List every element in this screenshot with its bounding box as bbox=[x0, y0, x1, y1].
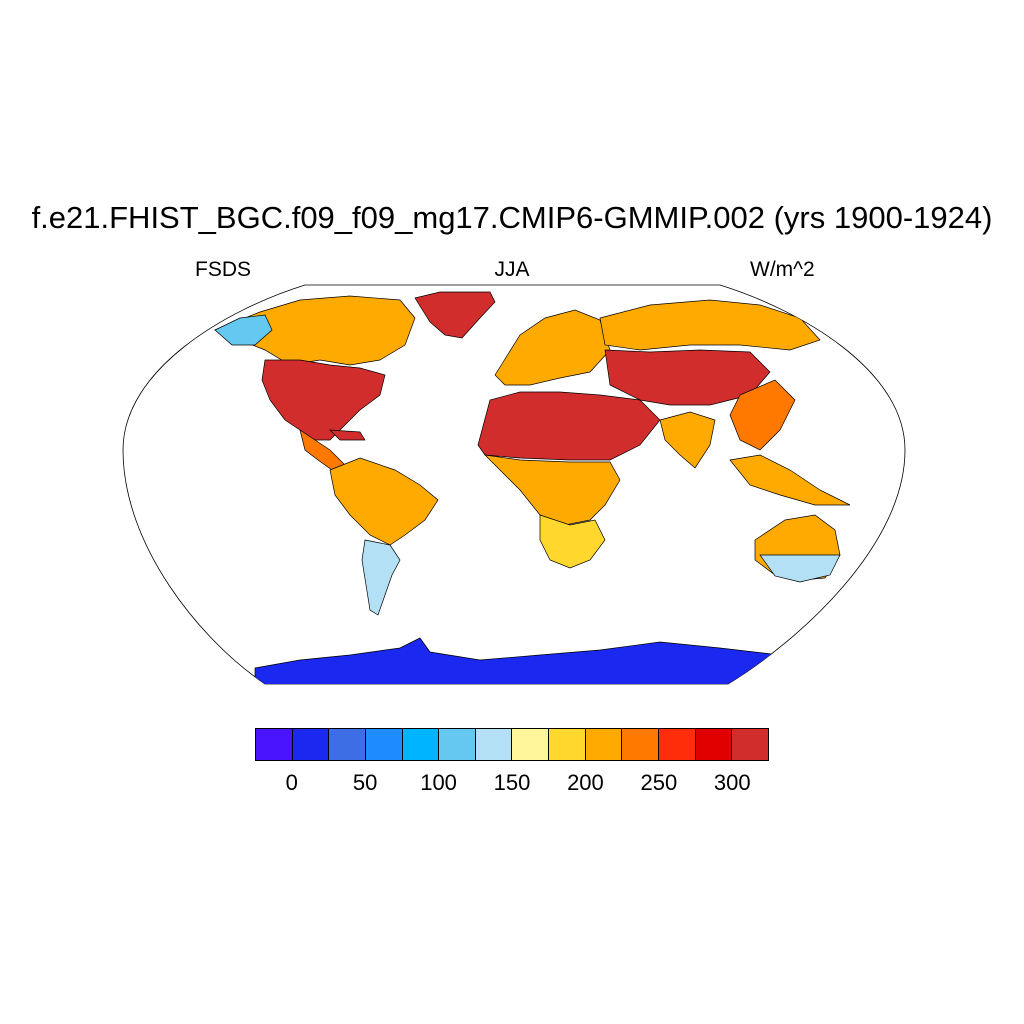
colorbar-tick-label: 50 bbox=[352, 770, 378, 795]
region-alaska bbox=[214, 314, 273, 346]
colorbar-box bbox=[402, 729, 440, 760]
colorbar-box bbox=[512, 729, 550, 760]
colorbar-tick-label: 250 bbox=[640, 770, 678, 795]
colorbar-box bbox=[475, 729, 513, 760]
variable-label: FSDS bbox=[195, 258, 252, 281]
colorbar-box bbox=[695, 729, 733, 760]
colorbar-box bbox=[256, 729, 293, 760]
colorbar-tick-label: 300 bbox=[713, 770, 751, 795]
colorbar-box bbox=[585, 729, 623, 760]
colorbar-tick-label: 0 bbox=[285, 770, 298, 795]
region-australia-south bbox=[759, 554, 841, 583]
colorbar-tick-label: 150 bbox=[493, 770, 531, 795]
colorbar-box bbox=[292, 729, 330, 760]
plot-title: f.e21.FHIST_BGC.f09_f09_mg17.CMIP6-GMMIP… bbox=[31, 200, 993, 235]
region-canada bbox=[214, 295, 416, 366]
region-central-africa bbox=[484, 454, 621, 526]
season-label: JJA bbox=[494, 258, 530, 281]
region-greenland bbox=[414, 291, 496, 339]
region-east-asia bbox=[729, 379, 796, 451]
region-caribbean bbox=[329, 429, 366, 441]
colorbar bbox=[255, 728, 769, 761]
region-north-america bbox=[261, 359, 386, 441]
colorbar-box bbox=[439, 729, 476, 760]
colorbar-box bbox=[549, 729, 586, 760]
colorbar-box bbox=[329, 729, 366, 760]
colorbar-box bbox=[622, 729, 660, 760]
colorbar-box bbox=[659, 729, 696, 760]
region-southern-south-america bbox=[361, 539, 401, 616]
region-southern-africa bbox=[539, 514, 606, 569]
colorbar-tick-label: 200 bbox=[567, 770, 604, 795]
units-label: W/m^2 bbox=[750, 258, 815, 281]
colorbar-tick-label: 100 bbox=[420, 770, 457, 795]
region-india bbox=[659, 411, 716, 469]
colorbar-box bbox=[732, 729, 768, 760]
region-southeast-asia bbox=[729, 454, 851, 506]
region-amazon bbox=[329, 457, 439, 546]
colorbar-box bbox=[365, 729, 403, 760]
region-siberia bbox=[599, 299, 821, 351]
